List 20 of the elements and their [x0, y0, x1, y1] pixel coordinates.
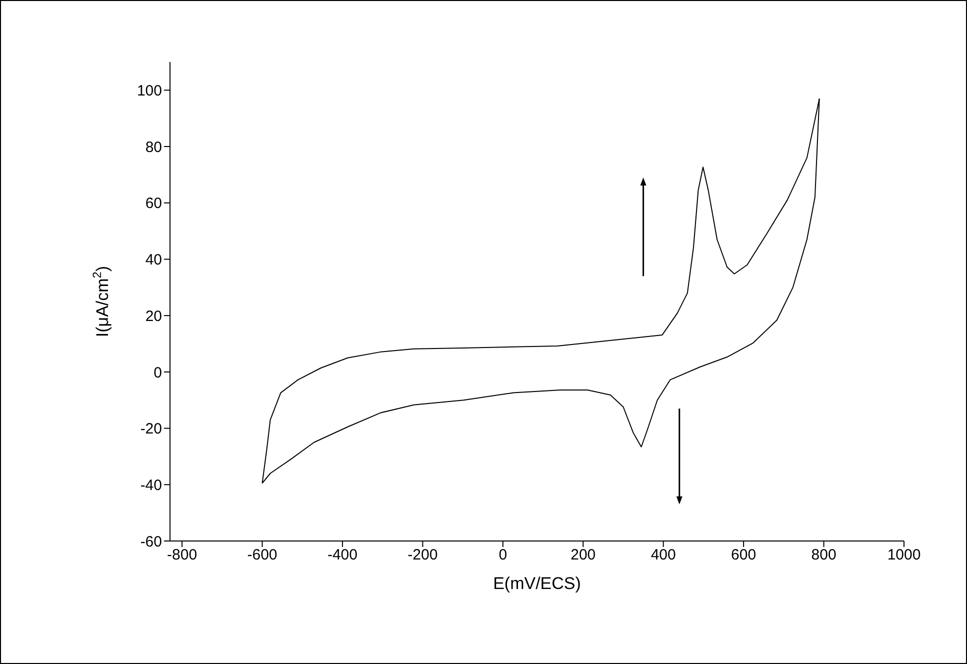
x-tick-label: 600 — [731, 546, 756, 564]
y-tick-label: -60 — [140, 533, 162, 550]
x-tick-label: 400 — [650, 546, 676, 564]
x-axis-title: E(mV/ECS) — [493, 574, 581, 593]
x-tick-label: 800 — [811, 546, 836, 564]
x-tick-label: 1000 — [887, 546, 921, 564]
y-tick-label: 0 — [154, 364, 162, 382]
x-tick-label: 200 — [570, 546, 596, 564]
y-tick-label: 80 — [145, 138, 162, 156]
y-tick-label: 40 — [145, 252, 162, 269]
x-tick-label: -200 — [408, 546, 438, 564]
y-tick-label: -20 — [140, 420, 162, 438]
x-tick-label: -800 — [167, 546, 198, 564]
x-tick-label: -600 — [247, 546, 278, 564]
x-tick-label: -400 — [327, 546, 358, 564]
y-tick-label: 60 — [145, 195, 162, 212]
y-tick-label: 100 — [136, 82, 162, 100]
y-tick-label: -40 — [140, 476, 162, 494]
x-tick-label: 0 — [498, 546, 508, 564]
y-tick-label: 20 — [145, 308, 162, 325]
